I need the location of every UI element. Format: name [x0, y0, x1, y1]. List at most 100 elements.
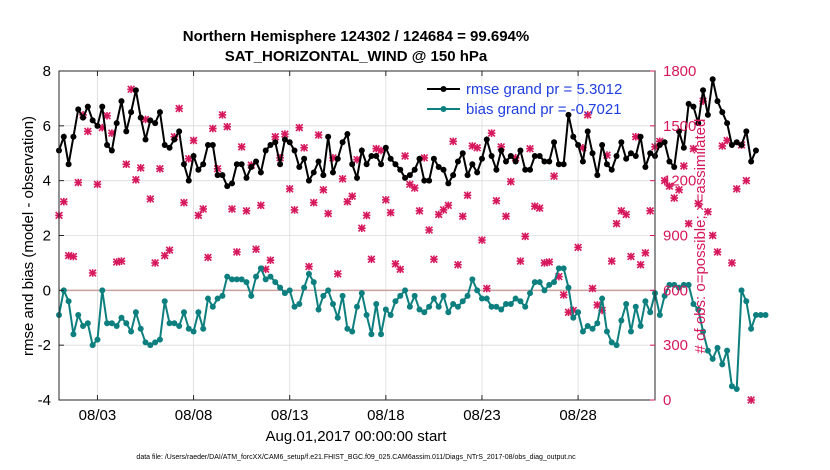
rmse-point: [84, 103, 91, 110]
rmse-point: [700, 87, 707, 94]
rmse-point: [171, 136, 178, 143]
bias-point: [402, 287, 409, 294]
bias-point: [305, 270, 312, 277]
bias-point: [435, 303, 442, 310]
obs-count-point: [492, 196, 501, 205]
obs-count-point: [290, 206, 299, 214]
bias-point: [229, 276, 236, 283]
bias-point: [238, 276, 245, 283]
rmse-point: [478, 155, 485, 162]
obs-count-point: [281, 130, 289, 138]
rmse-point: [627, 150, 634, 157]
obs-count-point: [69, 252, 78, 261]
rmse-point: [488, 152, 495, 159]
rmse-point: [229, 180, 236, 187]
rmse-point: [541, 158, 548, 165]
rmse-point: [305, 177, 312, 184]
rmse-point: [464, 172, 471, 179]
rmse-point: [469, 161, 476, 168]
bias-point: [310, 279, 317, 286]
chart-title: Northern Hemisphere 124302 / 124684 = 99…: [183, 28, 529, 45]
bias-point: [450, 301, 457, 308]
rmse-point: [560, 161, 567, 168]
obs-count-point: [237, 142, 246, 151]
bias-point: [387, 312, 394, 319]
rmse-point: [253, 158, 260, 165]
rmse-point: [704, 111, 711, 118]
obs-count-point: [83, 127, 92, 136]
bias-point: [185, 325, 192, 332]
bias-point: [671, 281, 678, 288]
rmse-point: [517, 147, 524, 154]
rmse-point: [671, 163, 678, 170]
rmse-point: [551, 139, 558, 146]
bias-point: [560, 265, 567, 272]
obs-count-point: [454, 260, 462, 269]
rmse-point: [137, 114, 144, 121]
rmse-point: [426, 177, 433, 184]
rmse-point: [94, 122, 101, 129]
rmse-point: [450, 172, 457, 179]
rmse-point: [238, 161, 245, 168]
obs-count-point: [88, 269, 97, 277]
obs-count-point: [257, 201, 265, 210]
obs-count-point: [117, 257, 126, 265]
rmse-point: [493, 166, 500, 173]
obs-count-point: [458, 212, 467, 221]
bias-point: [286, 287, 293, 294]
bias-point: [507, 301, 514, 308]
rmse-point: [589, 150, 596, 157]
rmse-point: [325, 133, 332, 140]
obs-count-point: [723, 136, 731, 145]
rmse-point: [402, 174, 409, 181]
obs-count-point: [482, 284, 491, 293]
bias-point: [205, 295, 211, 302]
rmse-point: [80, 114, 87, 121]
obs-count-point: [386, 208, 395, 217]
rmse-point: [363, 161, 370, 168]
bias-point: [70, 331, 77, 338]
rmse-point: [637, 133, 644, 140]
obs-count-point: [506, 177, 515, 186]
bias-point: [257, 265, 264, 272]
rmse-point: [603, 161, 610, 168]
rmse-point: [128, 109, 135, 116]
rmse-point: [440, 166, 447, 173]
bias-point: [570, 314, 577, 321]
obs-count-point: [189, 136, 198, 145]
rmse-point: [743, 128, 750, 135]
rmse-point: [546, 158, 553, 165]
bias-point: [411, 292, 418, 299]
bias-point: [623, 301, 630, 308]
bias-point: [243, 279, 250, 286]
bias-point: [728, 383, 735, 390]
bias-point: [661, 292, 668, 299]
rmse-point: [748, 158, 755, 165]
bias-point: [219, 292, 226, 299]
x-tick-label: 08/13: [271, 407, 309, 424]
bias-point: [709, 355, 716, 362]
rmse-point: [200, 161, 207, 168]
bias-point: [483, 295, 490, 302]
obs-count-point: [478, 236, 486, 244]
y-tick-label-left: -2: [38, 337, 51, 354]
bias-point: [397, 292, 404, 299]
rmse-point: [416, 155, 423, 162]
obs-count-point: [232, 248, 241, 256]
obs-count-point: [309, 198, 318, 207]
rmse-point: [354, 174, 360, 181]
bias-point: [94, 336, 101, 343]
obs-count-point: [516, 257, 525, 265]
bias-point: [632, 303, 639, 310]
bias-point: [656, 312, 663, 319]
y-tick-label-right: 900: [663, 228, 688, 245]
obs-count-point: [473, 143, 482, 152]
x-axis-label: Aug.01,2017 00:00:00 start: [266, 428, 448, 445]
rmse-point: [507, 152, 514, 159]
rmse-point: [373, 152, 380, 159]
obs-count-point: [146, 195, 155, 203]
rmse-point: [714, 98, 721, 105]
obs-count-point: [631, 132, 640, 141]
rmse-point: [161, 142, 168, 149]
rmse-point: [224, 183, 231, 190]
